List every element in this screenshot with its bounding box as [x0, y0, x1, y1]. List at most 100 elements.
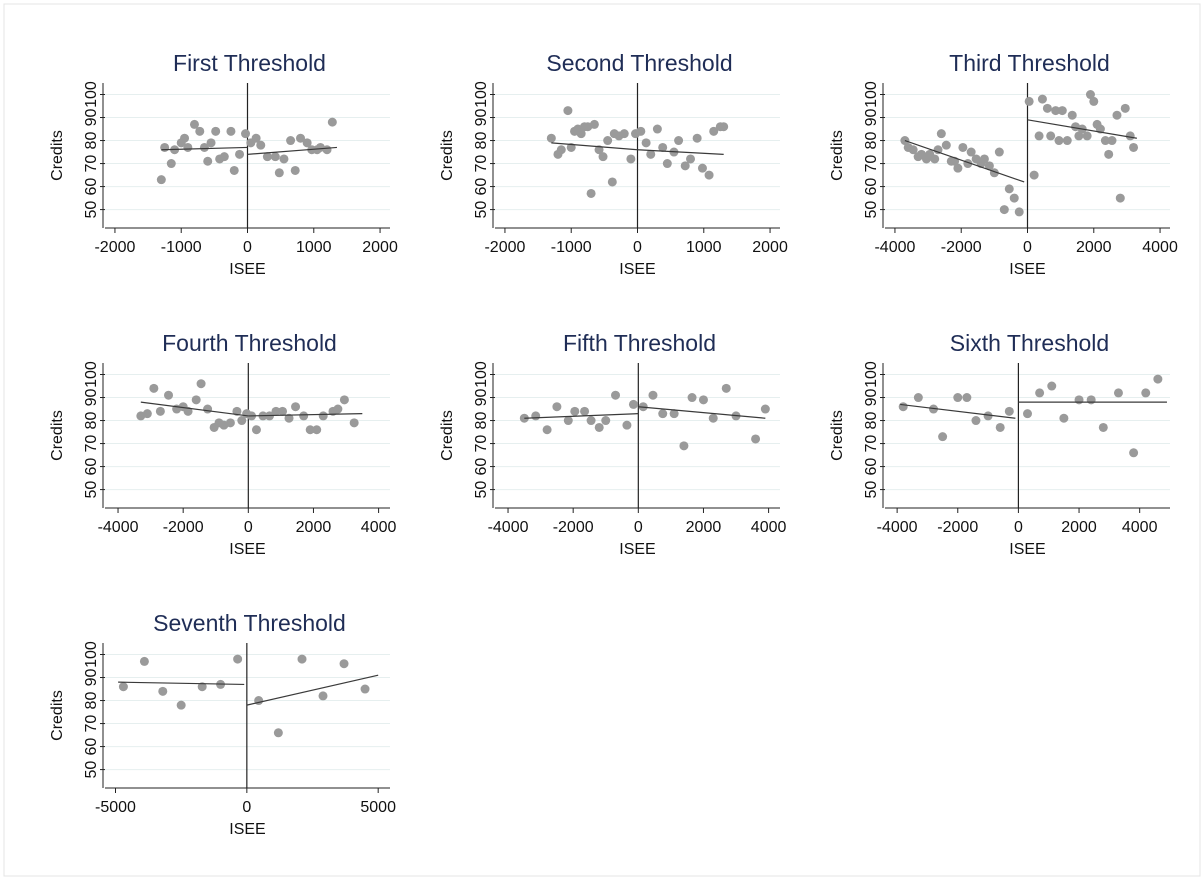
point	[1035, 388, 1045, 398]
point	[1113, 388, 1123, 398]
y-tick-label: 100	[863, 361, 880, 388]
point	[983, 411, 993, 421]
y-tick-label: 70	[863, 155, 880, 173]
point	[339, 395, 349, 405]
point	[1104, 149, 1114, 159]
chart-title: Second Threshold	[546, 50, 732, 76]
point	[999, 205, 1009, 215]
chart-title: Fifth Threshold	[563, 330, 716, 356]
x-axis-label: ISEE	[619, 541, 655, 558]
point	[680, 161, 690, 171]
y-tick-label: 60	[473, 458, 490, 476]
point	[1057, 106, 1067, 116]
point	[318, 411, 328, 421]
point	[662, 159, 672, 169]
point	[166, 159, 176, 169]
x-tick-label: 2000	[1061, 519, 1097, 536]
point	[183, 142, 193, 152]
point	[619, 129, 629, 139]
y-axis-label: Credits	[49, 130, 66, 181]
point	[176, 700, 186, 710]
point	[196, 379, 206, 389]
x-tick-label: -2000	[94, 239, 135, 256]
point	[339, 659, 349, 669]
y-tick-label: 70	[473, 435, 490, 453]
point	[601, 416, 611, 426]
point	[302, 138, 312, 148]
x-tick-label: -4000	[874, 239, 915, 256]
y-tick-label: 100	[863, 81, 880, 108]
y-tick-label: 50	[83, 201, 100, 219]
point	[1153, 374, 1163, 384]
point	[898, 402, 908, 412]
y-tick-label: 80	[83, 132, 100, 150]
x-tick-label: -2000	[163, 519, 204, 536]
y-tick-label: 90	[473, 389, 490, 407]
point	[674, 136, 684, 146]
point	[698, 395, 708, 405]
point	[1129, 142, 1139, 152]
y-tick-label: 60	[863, 178, 880, 196]
y-tick-label: 80	[473, 412, 490, 430]
point	[160, 142, 170, 152]
point	[1067, 110, 1077, 120]
x-tick-label: 4000	[1122, 519, 1158, 536]
point	[563, 106, 573, 116]
x-tick-label: -2000	[484, 239, 525, 256]
y-tick-label: 50	[83, 481, 100, 499]
fit-line	[1027, 119, 1137, 139]
point	[607, 177, 617, 187]
y-tick-label: 90	[473, 109, 490, 127]
point	[1023, 409, 1032, 419]
y-tick-label: 100	[473, 81, 490, 108]
point	[709, 126, 719, 136]
x-tick-label: 2000	[752, 239, 788, 256]
point	[669, 409, 679, 419]
x-tick-label: 4000	[751, 519, 787, 536]
point	[199, 142, 209, 152]
point	[646, 149, 656, 159]
point	[262, 152, 272, 162]
point	[206, 138, 216, 148]
point	[697, 163, 707, 173]
point	[322, 145, 332, 155]
point	[270, 152, 280, 162]
point	[237, 416, 247, 426]
point	[979, 154, 989, 164]
point	[333, 404, 343, 414]
point	[1100, 136, 1110, 146]
fit-line	[638, 406, 766, 419]
x-tick-label: 0	[242, 799, 251, 816]
y-tick-label: 90	[83, 669, 100, 687]
x-axis-label: ISEE	[1009, 541, 1045, 558]
point	[225, 418, 235, 428]
point	[984, 161, 994, 171]
point	[686, 154, 696, 164]
y-axis-label: Credits	[829, 410, 846, 461]
point	[611, 390, 621, 400]
point	[933, 145, 943, 155]
point	[687, 393, 697, 403]
point	[1129, 448, 1139, 458]
fit-line	[551, 142, 638, 151]
point	[913, 393, 923, 403]
y-tick-label: 50	[473, 481, 490, 499]
point	[297, 654, 307, 664]
point	[203, 404, 213, 414]
x-axis-label: ISEE	[1009, 261, 1045, 278]
point	[1082, 131, 1092, 141]
point	[1059, 413, 1069, 423]
point	[995, 422, 1005, 432]
point	[751, 434, 761, 444]
point	[158, 686, 168, 696]
point	[1107, 136, 1117, 146]
point	[149, 383, 159, 393]
point	[626, 154, 636, 164]
point	[692, 133, 702, 143]
chart-title: Sixth Threshold	[950, 330, 1109, 356]
point	[594, 422, 604, 432]
point	[318, 691, 328, 701]
point	[648, 390, 658, 400]
point	[1098, 422, 1108, 432]
point	[291, 402, 301, 412]
